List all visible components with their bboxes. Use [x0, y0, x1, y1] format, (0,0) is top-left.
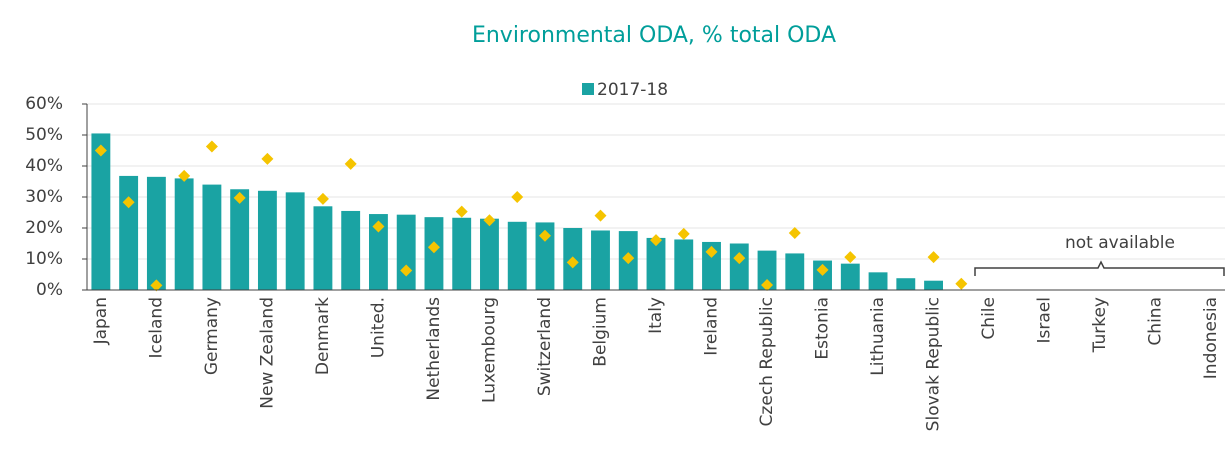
- x-tick-label: Luxembourg: [479, 297, 499, 403]
- x-tick-label: China: [1146, 297, 1166, 346]
- diamond: [927, 251, 940, 264]
- bar: [119, 175, 139, 290]
- bar: [507, 221, 527, 290]
- bar: [369, 214, 388, 290]
- x-tick-label: Chile: [979, 297, 999, 340]
- x-tick-label: Ireland: [702, 297, 722, 356]
- bar: [924, 280, 943, 290]
- diamond: [150, 279, 163, 292]
- bar: [729, 243, 749, 290]
- x-tick-label: Estonia: [813, 297, 833, 360]
- bar: [230, 189, 250, 290]
- bar: [341, 210, 361, 290]
- x-tick-label: New Zealand: [257, 297, 277, 409]
- bar: [202, 184, 222, 290]
- diamond: [788, 226, 801, 239]
- x-tick-label: Denmark: [313, 297, 333, 375]
- diamond: [316, 192, 329, 205]
- bar: [840, 263, 860, 290]
- bar: [257, 190, 277, 290]
- x-tick-label: Iceland: [146, 297, 166, 359]
- bar: [174, 178, 194, 290]
- diamond: [427, 241, 440, 254]
- diamond: [677, 227, 690, 240]
- bar: [674, 239, 694, 290]
- diamond: [705, 245, 718, 258]
- bar: [646, 237, 666, 290]
- y-tick-label: 40%: [25, 156, 63, 176]
- bar: [424, 217, 444, 290]
- y-tick-label: 30%: [25, 187, 63, 207]
- bar: [452, 217, 472, 290]
- diamond: [844, 251, 857, 264]
- chart-title: Environmental ODA, % total ODA: [472, 23, 836, 48]
- x-tick-label: Turkey: [1090, 297, 1110, 353]
- diamond: [122, 196, 135, 209]
- diamond: [733, 252, 746, 265]
- x-tick-label: Japan: [91, 297, 111, 345]
- bar: [91, 133, 111, 290]
- bar: [396, 214, 416, 290]
- diamond: [816, 263, 829, 276]
- bar: [591, 230, 610, 290]
- y-tick-label: 60%: [25, 94, 63, 114]
- y-tick-label: 0%: [36, 280, 63, 300]
- brace: [974, 260, 1225, 276]
- bar: [480, 218, 499, 290]
- diamond: [372, 220, 385, 233]
- diamond: [650, 234, 662, 247]
- x-tick-label: Slovak Republic: [924, 297, 944, 431]
- diamond: [955, 277, 968, 290]
- x-tick-label: Belgium: [590, 297, 610, 367]
- x-tick-label: United.: [368, 297, 388, 358]
- bar: [868, 272, 888, 290]
- bar: [702, 241, 721, 290]
- diamond: [455, 205, 468, 218]
- bar: [757, 250, 777, 290]
- diamond: [261, 152, 274, 165]
- x-tick-label: Netherlands: [424, 297, 444, 401]
- x-tick-label: Switzerland: [535, 297, 555, 396]
- x-tick-label: Czech Republic: [757, 297, 777, 426]
- y-tick-label: 50%: [25, 125, 63, 145]
- diamond: [400, 264, 413, 277]
- diamond: [622, 252, 635, 265]
- diamond: [538, 229, 551, 242]
- diamond: [344, 157, 357, 170]
- bar: [535, 222, 555, 290]
- diamond: [233, 191, 246, 204]
- diamond: [761, 279, 774, 292]
- y-tick-label: 10%: [25, 249, 63, 269]
- legend-label: 2017-18: [597, 80, 668, 100]
- diamond: [594, 209, 607, 222]
- diamond: [511, 191, 524, 203]
- diamond: [178, 169, 191, 182]
- diamond: [566, 256, 579, 269]
- legend-swatch: [582, 83, 594, 95]
- x-tick-label: Indonesia: [1201, 297, 1221, 379]
- x-tick-label: Lithuania: [868, 297, 888, 376]
- diamond: [205, 140, 218, 153]
- x-tick-label: Israel: [1035, 297, 1055, 343]
- x-tick-label: Germany: [202, 297, 222, 375]
- diamond: [483, 214, 496, 227]
- bar: [313, 206, 333, 290]
- y-tick-label: 20%: [25, 218, 63, 238]
- bar: [146, 176, 166, 290]
- bar: [285, 192, 305, 290]
- diamond: [94, 144, 107, 157]
- x-tick-label: Italy: [646, 297, 666, 334]
- bar: [785, 253, 805, 290]
- annotation: not available: [1065, 233, 1175, 253]
- bar: [896, 278, 916, 290]
